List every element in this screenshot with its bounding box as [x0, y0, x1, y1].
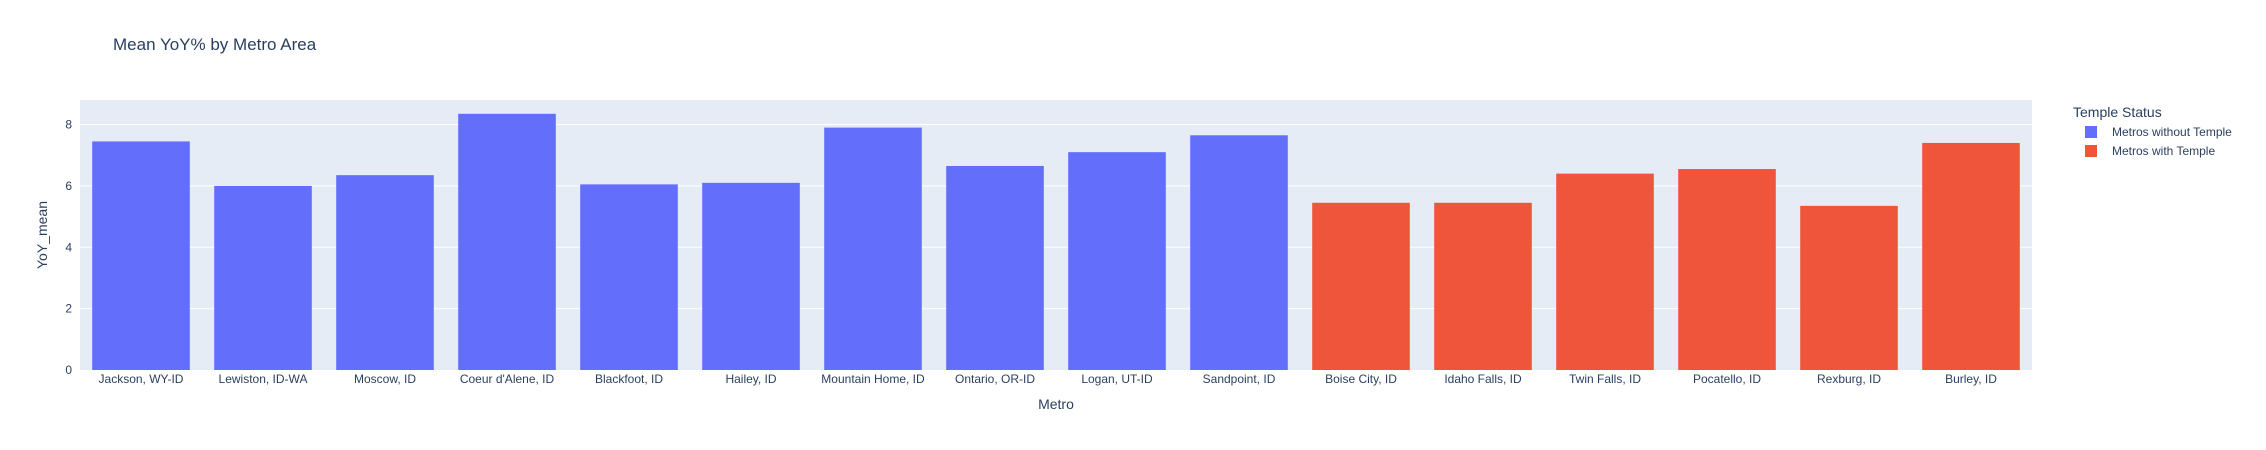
legend-swatch-with-temple — [2085, 145, 2097, 157]
x-tick-label: Twin Falls, ID — [1569, 372, 1641, 386]
x-tick-label: Moscow, ID — [354, 372, 416, 386]
bar[interactable] — [946, 165, 1044, 370]
legend-item-without-temple[interactable]: Metros without Temple — [2085, 125, 2232, 139]
x-tick-label: Rexburg, ID — [1817, 372, 1881, 386]
x-tick-label: Pocatello, ID — [1693, 372, 1761, 386]
bar[interactable] — [1190, 135, 1288, 370]
legend-swatch-without-temple — [2085, 126, 2097, 138]
y-tick-label: 8 — [65, 118, 72, 132]
bar[interactable] — [1068, 152, 1166, 370]
y-tick-labels: 0 2 4 6 8 — [65, 118, 72, 377]
x-tick-label: Logan, UT-ID — [1081, 372, 1153, 386]
bar[interactable] — [458, 113, 556, 370]
x-tick-label: Boise City, ID — [1325, 372, 1397, 386]
x-axis-title: Metro — [1038, 396, 1074, 412]
bar[interactable] — [1556, 173, 1654, 370]
legend-label-without-temple: Metros without Temple — [2112, 125, 2232, 139]
x-tick-label: Mountain Home, ID — [821, 372, 925, 386]
bars — [92, 113, 2020, 370]
y-tick-label: 4 — [65, 240, 72, 254]
chart-title: Mean YoY% by Metro Area — [113, 35, 317, 54]
y-axis-title: YoY_mean — [34, 201, 50, 269]
bar[interactable] — [580, 184, 678, 370]
bar[interactable] — [336, 175, 434, 370]
y-tick-label: 0 — [65, 363, 72, 377]
y-tick-label: 2 — [65, 302, 72, 316]
bar[interactable] — [1434, 202, 1532, 370]
bar[interactable] — [702, 182, 800, 370]
bar[interactable] — [92, 141, 190, 370]
x-tick-label: Jackson, WY-ID — [99, 372, 184, 386]
x-tick-label: Hailey, ID — [725, 372, 776, 386]
x-tick-label: Lewiston, ID-WA — [219, 372, 308, 386]
bar[interactable] — [214, 185, 312, 370]
x-tick-label: Sandpoint, ID — [1203, 372, 1276, 386]
x-tick-label: Blackfoot, ID — [595, 372, 663, 386]
x-tick-labels: Jackson, WY-ID Lewiston, ID-WA Moscow, ID C… — [99, 372, 1998, 386]
legend-item-with-temple[interactable]: Metros with Temple — [2085, 144, 2215, 158]
legend-label-with-temple: Metros with Temple — [2112, 144, 2215, 158]
bar[interactable] — [1922, 142, 2020, 370]
y-tick-label: 6 — [65, 179, 72, 193]
x-tick-label: Ontario, OR-ID — [955, 372, 1035, 386]
x-tick-label: Burley, ID — [1945, 372, 1997, 386]
bar[interactable] — [1678, 169, 1776, 370]
legend-title: Temple Status — [2073, 104, 2162, 120]
legend: Temple Status Metros without Temple Metr… — [2073, 104, 2232, 158]
bar[interactable] — [1800, 205, 1898, 370]
x-tick-label: Idaho Falls, ID — [1444, 372, 1522, 386]
bar[interactable] — [824, 127, 922, 370]
x-tick-label: Coeur d'Alene, ID — [460, 372, 555, 386]
bar[interactable] — [1312, 202, 1410, 370]
